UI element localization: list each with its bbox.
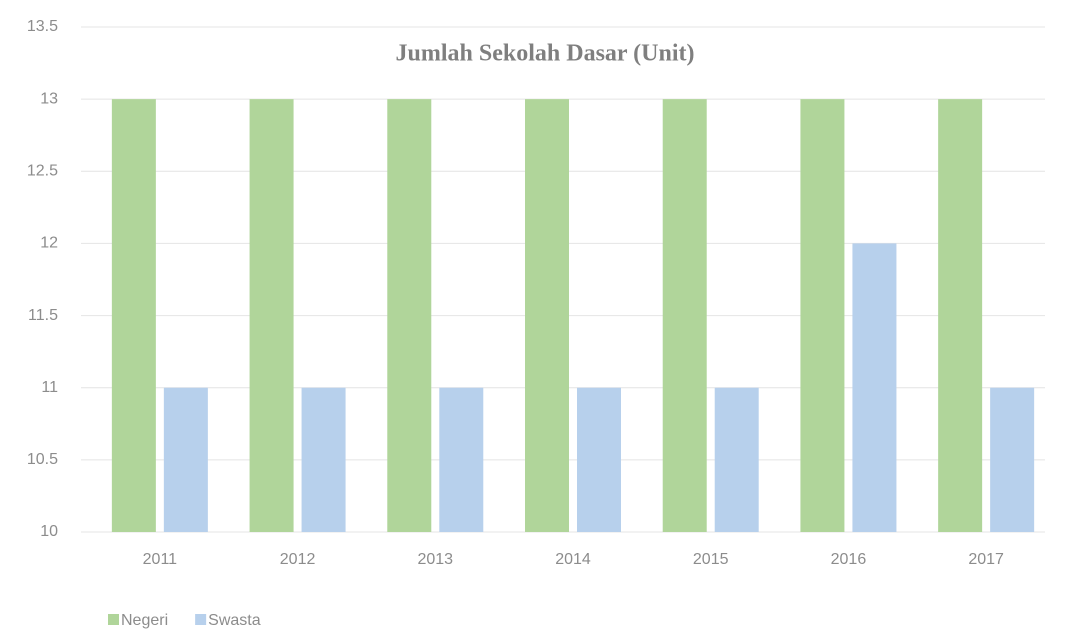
legend-swatch xyxy=(195,614,207,625)
x-tick-label: 2013 xyxy=(417,551,453,568)
chart-title: Jumlah Sekolah Dasar (Unit) xyxy=(396,41,695,67)
x-tick-label: 2012 xyxy=(280,551,316,568)
legend-label: Swasta xyxy=(208,612,261,629)
bar xyxy=(938,99,983,533)
y-tick-label: 11 xyxy=(41,379,58,396)
bar xyxy=(577,387,621,532)
x-tick-label: 2014 xyxy=(555,551,591,568)
y-tick-label: 12.5 xyxy=(27,163,58,180)
bar xyxy=(249,99,294,533)
bar xyxy=(662,99,707,533)
x-tick-label: 2011 xyxy=(143,551,178,568)
y-tick-label: 10.5 xyxy=(27,451,58,468)
bar xyxy=(163,387,208,532)
bar xyxy=(439,387,484,532)
x-tick-label: 2015 xyxy=(693,551,729,568)
y-tick-label: 10 xyxy=(40,523,58,540)
bar xyxy=(714,387,759,532)
y-tick-label: 13 xyxy=(40,90,58,107)
bar xyxy=(990,387,1035,532)
legend-swatch xyxy=(108,614,119,625)
y-tick-label: 12 xyxy=(40,235,58,252)
legend-label: Negeri xyxy=(121,612,168,629)
bar xyxy=(301,387,346,532)
bar xyxy=(525,99,569,533)
x-tick-label: 2016 xyxy=(831,551,867,568)
bar xyxy=(852,243,897,532)
y-tick-label: 11.5 xyxy=(28,307,58,324)
bar xyxy=(800,99,845,533)
y-tick-label: 13.5 xyxy=(27,18,58,35)
bar xyxy=(387,99,432,533)
bar xyxy=(111,99,156,533)
x-tick-label: 2017 xyxy=(968,551,1004,568)
